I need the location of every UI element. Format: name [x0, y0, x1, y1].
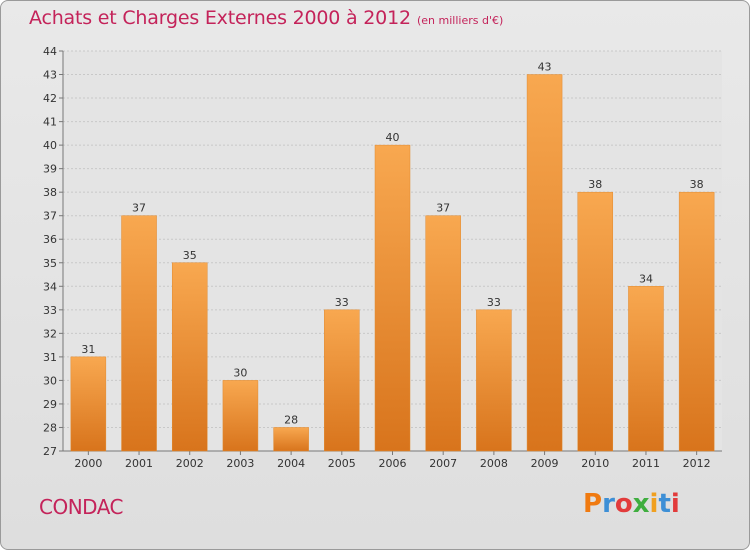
- logo-letter: P: [583, 489, 603, 519]
- y-tick-label: 29: [43, 398, 57, 411]
- logo-letter: x: [632, 489, 650, 519]
- y-tick-label: 38: [43, 186, 57, 199]
- x-tick-label-2004: 2004: [277, 457, 305, 470]
- chart-title: Achats et Charges Externes 2000 à 2012: [29, 7, 411, 29]
- bar-2007: [425, 215, 461, 452]
- data-label-2000: 31: [81, 343, 95, 356]
- data-label-2002: 35: [183, 249, 197, 262]
- data-label-2006: 40: [386, 131, 400, 144]
- bar-2003: [222, 380, 259, 452]
- data-label-2008: 33: [487, 296, 501, 309]
- logo-letter: r: [602, 489, 615, 519]
- y-tick-label: 39: [43, 163, 57, 176]
- y-tick-label: 36: [43, 233, 57, 246]
- bar-2009: [526, 74, 563, 452]
- x-tick-label-2012: 2012: [683, 457, 711, 470]
- y-tick-label: 31: [43, 351, 57, 364]
- y-tick-label: 32: [43, 327, 57, 340]
- bar-2011: [628, 286, 664, 452]
- data-label-2004: 28: [284, 413, 298, 426]
- x-tick-label-2011: 2011: [632, 457, 660, 470]
- data-label-2009: 43: [538, 61, 552, 74]
- y-tick-label: 42: [43, 92, 57, 105]
- bar-2005: [324, 309, 360, 452]
- y-tick-label: 43: [43, 69, 57, 82]
- labels: 27 28 29 30 31 32 33 34 35 36 37 38 39 40 41 42 43 44 31 20…: [43, 45, 711, 470]
- y-tick-label: 28: [43, 421, 57, 434]
- bar-2001: [121, 215, 157, 452]
- x-tick-label-2002: 2002: [176, 457, 204, 470]
- x-tick-label-2008: 2008: [480, 457, 508, 470]
- y-tick-label: 37: [43, 210, 57, 223]
- logo-letter: o: [614, 489, 633, 519]
- commune-name: CONDAC: [39, 495, 124, 519]
- x-tick-label-2007: 2007: [429, 457, 457, 470]
- bar-2008: [476, 309, 512, 452]
- data-label-2011: 34: [639, 272, 653, 285]
- y-tick-label: 33: [43, 304, 57, 317]
- x-tick-label-2005: 2005: [328, 457, 356, 470]
- y-tick-label: 30: [43, 374, 57, 387]
- x-tick-label-2001: 2001: [125, 457, 153, 470]
- x-tick-label-2000: 2000: [74, 457, 102, 470]
- proxiti-logo[interactable]: Proxiti: [583, 489, 680, 519]
- bar-2002: [171, 262, 208, 452]
- logo-letter: i: [649, 489, 659, 519]
- bar-2006: [374, 144, 411, 452]
- y-tick-label: 34: [43, 280, 57, 293]
- chart-subtitle: (en milliers d'€): [417, 14, 504, 27]
- x-tick-label-2003: 2003: [226, 457, 254, 470]
- logo-letter: t: [658, 489, 671, 519]
- y-tick-label: 44: [43, 45, 57, 58]
- x-tick-label-2009: 2009: [531, 457, 559, 470]
- x-tick-label-2010: 2010: [581, 457, 609, 470]
- y-tick-label: 40: [43, 139, 57, 152]
- data-label-2003: 30: [233, 366, 247, 379]
- bar-2012: [678, 191, 715, 452]
- data-label-2001: 37: [132, 202, 146, 215]
- y-tick-label: 41: [43, 116, 57, 129]
- bars: [70, 74, 715, 452]
- bar-2000: [70, 356, 107, 452]
- bar-2010: [577, 191, 614, 452]
- data-label-2007: 37: [436, 202, 450, 215]
- x-tick-label-2006: 2006: [379, 457, 407, 470]
- logo-letter: i: [670, 489, 680, 519]
- bar-2004: [273, 427, 309, 452]
- data-label-2012: 38: [690, 178, 704, 191]
- data-label-2005: 33: [335, 296, 349, 309]
- data-label-2010: 38: [588, 178, 602, 191]
- y-tick-label: 35: [43, 257, 57, 270]
- y-tick-label: 27: [43, 445, 57, 458]
